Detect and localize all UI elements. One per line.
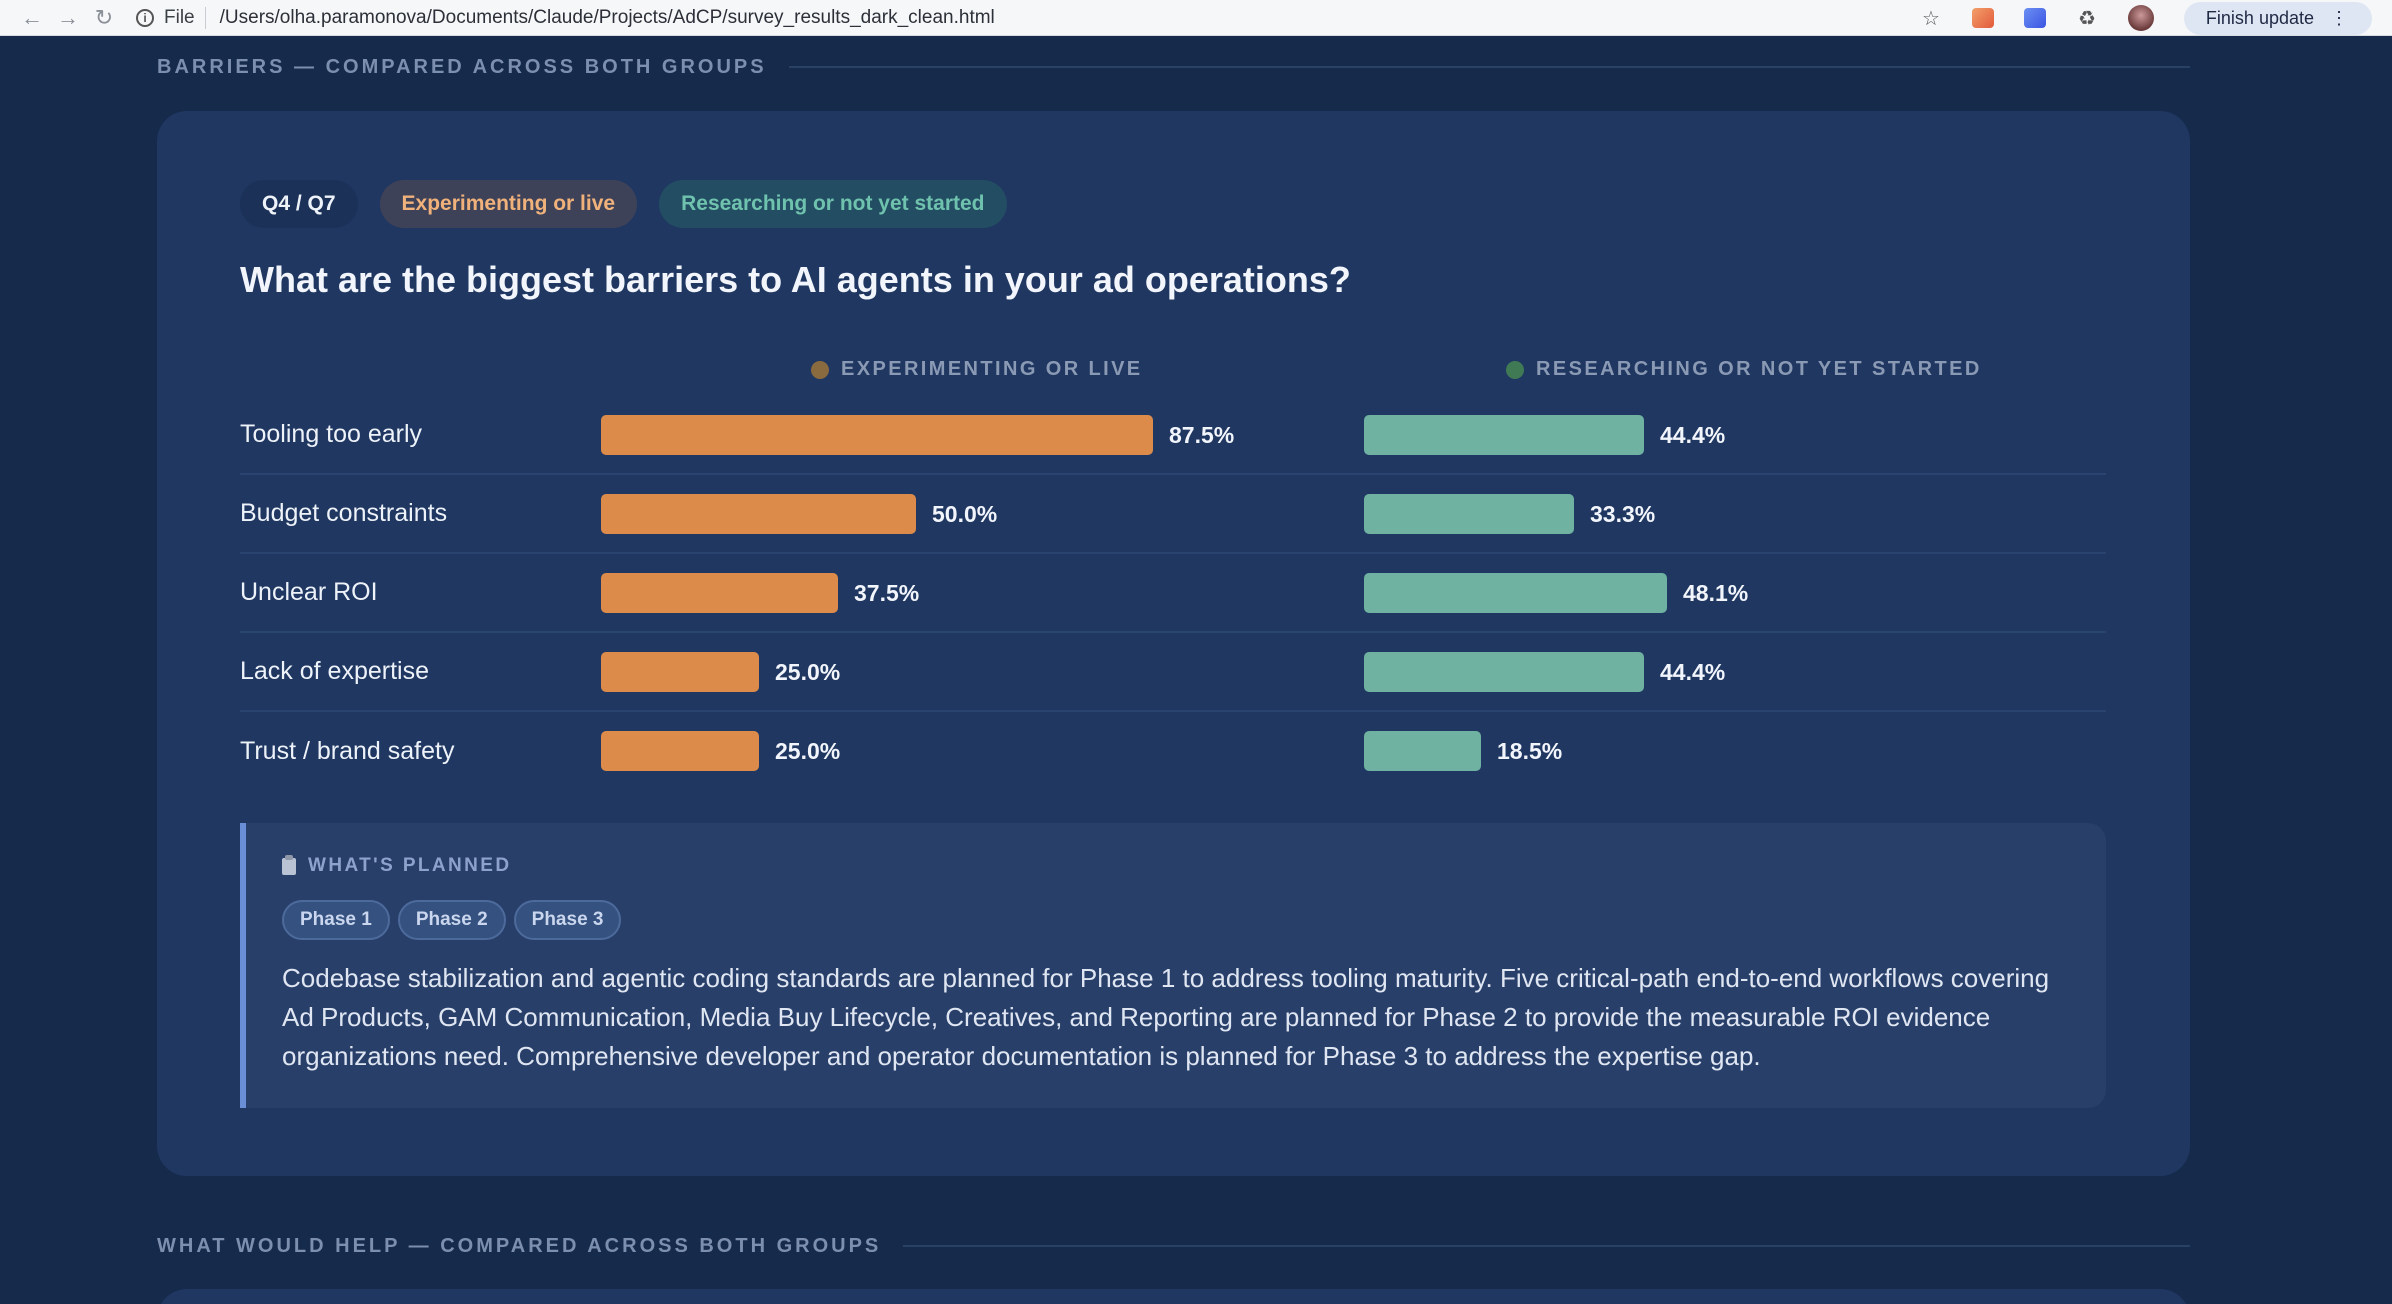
- extension-icon[interactable]: [2023, 8, 2046, 28]
- file-scheme-label: File: [164, 6, 206, 29]
- column-head-text: EXPERIMENTING OR LIVE: [841, 358, 1143, 380]
- bar-researching: [1364, 731, 1481, 771]
- question-id-tag: Q4 / Q7: [240, 180, 358, 228]
- barriers-card: Q4 / Q7 Experimenting or live Researchin…: [157, 111, 2190, 1176]
- extensions-puzzle-icon[interactable]: ♻: [2077, 7, 2096, 30]
- phase-badge-1: Phase 1: [282, 900, 390, 940]
- barrier-row: Lack of expertise 25.0% 44.4%: [240, 633, 2106, 712]
- phase-badge-3: Phase 3: [513, 900, 622, 940]
- bar-experimenting: [601, 494, 916, 534]
- browser-toolbar: ← → ↻ i File /Users/olha.paramonova/Docu…: [0, 0, 2392, 36]
- address-bar[interactable]: i File /Users/olha.paramonova/Documents/…: [136, 0, 995, 36]
- planned-heading: WHAT'S PLANNED: [282, 854, 512, 877]
- section-divider: [788, 66, 2190, 68]
- url-text[interactable]: /Users/olha.paramonova/Documents/Claude/…: [219, 6, 995, 28]
- column-head-text: RESEARCHING OR NOT YET STARTED: [1536, 358, 1982, 380]
- bar-researching: [1364, 494, 1574, 534]
- section-divider: [903, 1245, 2190, 1247]
- barrier-label: Tooling too early: [240, 420, 423, 448]
- group-b-tag: Researching or not yet started: [659, 180, 1007, 228]
- bar-experimenting: [601, 415, 1153, 455]
- profile-avatar[interactable]: [2127, 5, 2154, 31]
- barrier-label: Lack of expertise: [240, 657, 429, 685]
- bar-experimenting: [601, 573, 838, 613]
- bookmark-star-icon[interactable]: ☆: [1921, 7, 1940, 30]
- finish-update-label: Finish update: [2205, 7, 2314, 28]
- barrier-row: Tooling too early 87.5% 44.4%: [240, 396, 2106, 475]
- planned-heading-text: WHAT'S PLANNED: [308, 855, 512, 876]
- barrier-row: Unclear ROI 37.5% 48.1%: [240, 554, 2106, 633]
- section-heading-text: WHAT WOULD HELP — COMPARED ACROSS BOTH G…: [157, 1234, 882, 1257]
- help-card: [157, 1289, 2190, 1304]
- reload-icon[interactable]: ↻: [94, 4, 114, 30]
- bar-experimenting: [601, 731, 759, 771]
- info-icon[interactable]: i: [136, 8, 154, 27]
- group-a-tag: Experimenting or live: [379, 180, 638, 228]
- value-label-experimenting: 25.0%: [775, 738, 841, 764]
- value-label-experimenting: 25.0%: [775, 659, 841, 685]
- barrier-label: Trust / brand safety: [240, 737, 455, 765]
- question-title: What are the biggest barriers to AI agen…: [240, 259, 1351, 300]
- value-label-experimenting: 50.0%: [932, 501, 998, 527]
- bar-researching: [1364, 652, 1644, 692]
- planned-description: Codebase stabilization and agentic codin…: [282, 963, 2050, 1071]
- legend-dot-researching: [1506, 360, 1524, 379]
- value-label-experimenting: 87.5%: [1169, 422, 1235, 448]
- question-tags: Q4 / Q7 Experimenting or live Researchin…: [240, 180, 1007, 228]
- bar-researching: [1364, 415, 1644, 455]
- phase-badges: Phase 1 Phase 2 Phase 3: [282, 900, 622, 940]
- section-heading-text: BARRIERS — COMPARED ACROSS BOTH GROUPS: [157, 55, 767, 78]
- barrier-row: Trust / brand safety 25.0% 18.5%: [240, 712, 2106, 791]
- column-head-researching: RESEARCHING OR NOT YET STARTED: [1506, 358, 1982, 381]
- bar-experimenting: [601, 652, 759, 692]
- barrier-label: Unclear ROI: [240, 578, 378, 606]
- extension-icon[interactable]: [1971, 8, 1994, 28]
- value-label-researching: 18.5%: [1497, 738, 1563, 764]
- barrier-row: Budget constraints 50.0% 33.3%: [240, 475, 2106, 554]
- column-head-experimenting: EXPERIMENTING OR LIVE: [811, 358, 1143, 381]
- phase-badge-2: Phase 2: [397, 900, 506, 940]
- barrier-label: Budget constraints: [240, 499, 448, 527]
- planned-box: WHAT'S PLANNED Phase 1 Phase 2 Phase 3 C…: [240, 823, 2106, 1108]
- back-icon[interactable]: ←: [21, 4, 43, 30]
- finish-update-button[interactable]: Finish update ⋮: [2183, 1, 2372, 35]
- forward-icon[interactable]: →: [57, 4, 79, 30]
- more-vert-icon: ⋮: [2330, 7, 2348, 28]
- section-heading-help: WHAT WOULD HELP — COMPARED ACROSS BOTH G…: [157, 1231, 2190, 1261]
- value-label-researching: 48.1%: [1683, 580, 1749, 606]
- bar-researching: [1364, 573, 1667, 613]
- section-heading-barriers: BARRIERS — COMPARED ACROSS BOTH GROUPS: [157, 52, 2190, 82]
- value-label-researching: 44.4%: [1660, 659, 1726, 685]
- value-label-researching: 33.3%: [1590, 501, 1656, 527]
- legend-dot-experimenting: [811, 360, 829, 379]
- value-label-experimenting: 37.5%: [854, 580, 920, 606]
- clipboard-icon: [282, 854, 296, 875]
- value-label-researching: 44.4%: [1660, 422, 1726, 448]
